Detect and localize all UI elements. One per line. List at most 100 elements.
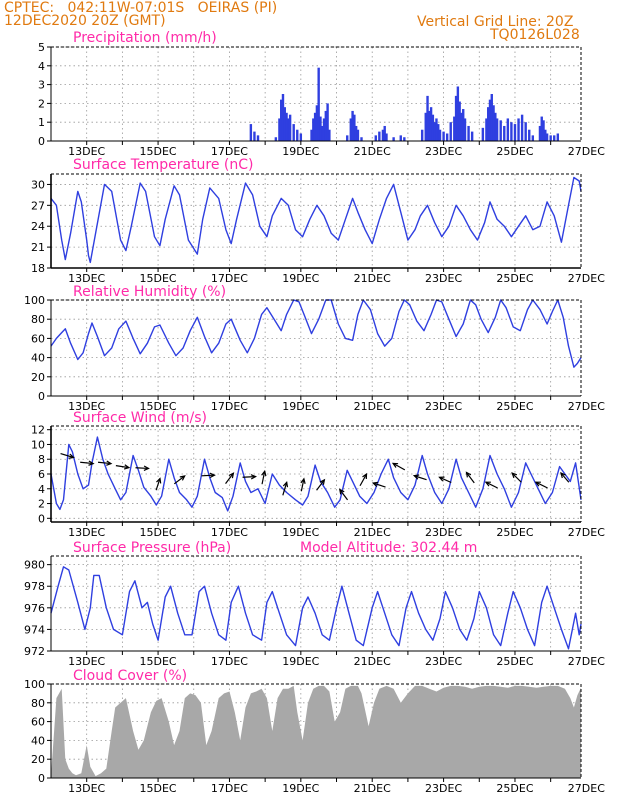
x-tick-label: 19DEC [282,526,319,539]
panel-title: Surface Pressure (hPa) [73,540,231,556]
wind-arrow-head [123,464,131,470]
y-tick-label: 27 [31,199,45,212]
precip-bar [283,107,286,141]
x-tick-label: 13DEC [68,272,105,285]
panel-annotation: Model Altitude: 302.44 m [300,540,477,556]
precip-bar [485,118,488,141]
y-tick-label: 978 [24,580,45,593]
x-tick-label: 23DEC [425,400,462,413]
panel-title: Surface Temperature (nC) [73,157,254,173]
wind-arrow [511,472,522,483]
wind-arrow-head [412,474,420,480]
x-tick-label: 27DEC [568,400,605,413]
precip-bar [426,95,429,141]
precip-bar [315,105,319,141]
y-tick-label: 100 [24,678,45,691]
x-tick-label: 15DEC [140,272,177,285]
x-tick-label: 15DEC [140,655,177,668]
x-tick-label: 13DEC [68,400,105,413]
precip-bar [285,112,288,141]
x-tick-label: 27DEC [568,272,605,285]
x-tick-label: 15DEC [140,145,177,158]
precip-bar [299,133,303,141]
y-tick-label: 20 [31,371,45,384]
precip-bar [544,129,547,141]
y-tick-label: 972 [24,645,45,658]
precip-bar [531,135,535,141]
wind-arrow-head [261,469,267,477]
x-tick-label: 25DEC [496,272,533,285]
x-tick-label: 25DEC [496,400,533,413]
wind-arrow [465,472,475,484]
x-tick-label: 23DEC [425,145,462,158]
precip-bar [360,137,363,141]
precip-bar [253,131,256,141]
wind-arrow-head [484,481,491,487]
wind-arrow [135,467,149,470]
precip-bar [383,125,386,141]
y-tick-label: 4 [38,483,45,496]
precip-bar [433,122,436,141]
precip-bar [385,133,388,141]
precip-bar [399,135,402,141]
precip-bar [437,124,440,141]
wind-arrow-head [179,475,186,481]
y-tick-label: 0 [38,390,45,403]
y-tick-label: 5 [38,41,45,54]
precip-bar [351,110,354,141]
x-tick-label: 17DEC [211,526,248,539]
precip-bar [346,135,349,141]
panel-title: Relative Humidity (%) [73,284,226,300]
precip-bar [467,125,470,141]
precip-bar [463,118,467,141]
precip-bar [488,99,492,141]
header-vertical-grid-note: Vertical Grid Line: 20Z [417,14,574,30]
wind-arrow-head [371,481,379,488]
precip-bar [292,124,295,141]
x-tick-label: 19DEC [282,272,319,285]
wind-arrow-head [300,477,306,484]
precip-bar [312,118,315,141]
wind-arrow [439,476,452,484]
series-line [50,566,582,650]
series-line [50,176,582,264]
wind-arrow [60,453,74,459]
panel-title: Cloud Cover (%) [73,668,187,684]
precip-bar [520,114,524,141]
wind-arrow [414,475,427,481]
wind-arrow [97,461,112,465]
y-tick-label: 20 [31,753,45,766]
wind-arrow-head [228,472,235,479]
wind-arrow [339,489,349,501]
precip-bar [445,133,449,141]
precip-bar [503,125,506,141]
y-tick-label: 24 [31,220,45,233]
precip-bar [538,125,542,141]
x-tick-label: 27DEC [568,782,605,795]
x-tick-label: 25DEC [496,526,533,539]
precip-bar [354,125,358,141]
x-tick-label: 17DEC [211,655,248,668]
wind-arrow [392,462,406,471]
precip-bar [458,101,461,141]
precip-bar [431,114,435,141]
precip-bar [278,118,281,141]
x-tick-label: 21DEC [354,655,391,668]
y-tick-label: 12 [31,424,45,437]
wind-arrow [300,478,305,492]
precip-bar [281,94,285,141]
x-tick-label: 19DEC [282,400,319,413]
y-tick-label: 976 [24,602,45,615]
precip-bar [453,116,456,141]
y-tick-label: 980 [24,559,45,572]
precip-bar [326,103,329,141]
precip-bar [256,135,260,141]
x-tick-label: 21DEC [354,782,391,795]
wind-arrow [225,472,234,484]
y-tick-label: 4 [38,60,45,73]
x-tick-label: 13DEC [68,145,105,158]
wind-arrow [242,476,256,478]
precip-bar [429,107,433,141]
x-tick-label: 23DEC [425,655,462,668]
wind-arrow-head [209,472,216,479]
